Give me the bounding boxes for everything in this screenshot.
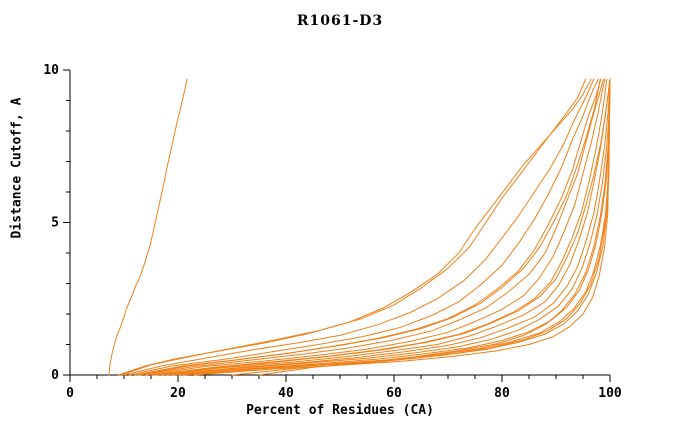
model-curve xyxy=(155,78,611,376)
model-curve xyxy=(118,78,592,376)
model-curve xyxy=(231,78,611,376)
model-curve xyxy=(258,78,611,376)
model-curve xyxy=(161,78,611,376)
x-tick-label: 20 xyxy=(170,386,186,401)
model-curve xyxy=(193,78,611,376)
x-axis-label: Percent of Residues (CA) xyxy=(246,403,434,418)
y-tick-label: 5 xyxy=(51,216,59,231)
x-tick-label: 80 xyxy=(494,386,510,401)
model-curve xyxy=(108,78,188,376)
model-curve xyxy=(182,78,611,376)
model-curve xyxy=(120,78,587,376)
model-curve xyxy=(123,78,595,376)
model-curve xyxy=(166,78,611,376)
y-tick-label: 0 xyxy=(51,368,59,383)
x-tick-label: 40 xyxy=(278,386,294,401)
model-curve xyxy=(145,78,606,376)
model-curve xyxy=(177,78,611,376)
model-curve xyxy=(137,78,601,376)
x-tick-label: 100 xyxy=(598,386,622,401)
y-tick-label: 10 xyxy=(43,63,59,78)
x-tick-label: 60 xyxy=(386,386,402,401)
x-tick-label: 0 xyxy=(66,386,74,401)
model-curve xyxy=(139,78,604,376)
model-curve xyxy=(150,78,608,376)
model-curve xyxy=(128,78,599,376)
chart-title: R1061-D3 xyxy=(296,13,384,29)
model-curve xyxy=(153,78,611,376)
